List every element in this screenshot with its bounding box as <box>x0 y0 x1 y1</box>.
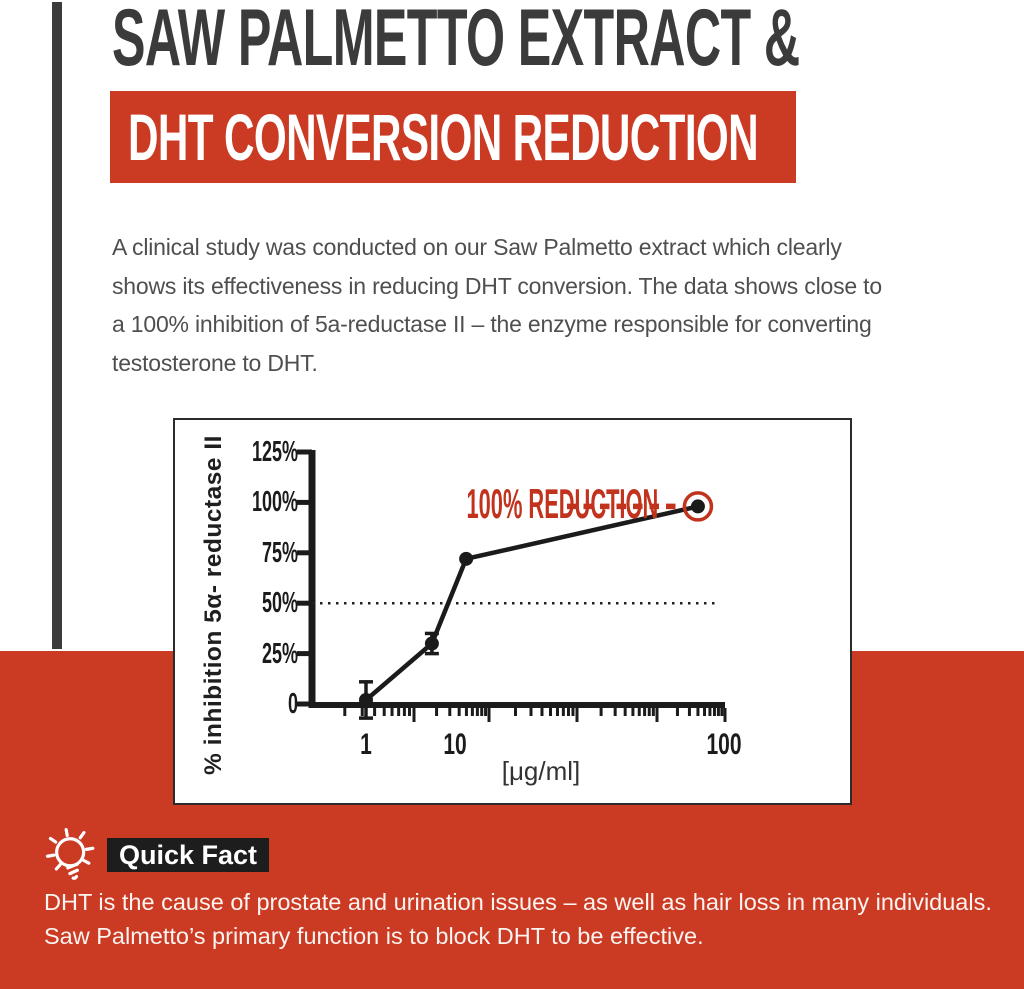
title-banner-text: DHT CONVERSION REDUCTION <box>128 100 759 174</box>
chart-annotation: 100% REDUCTION <box>466 480 659 527</box>
title-banner: DHT CONVERSION REDUCTION <box>110 91 796 183</box>
quick-fact-line: DHT is the cause of prostate and urinati… <box>44 889 992 915</box>
left-accent-bar <box>52 2 62 649</box>
intro-line: shows its effectiveness in reducing DHT … <box>112 272 882 299</box>
intro-paragraph: A clinical study was conducted on our Sa… <box>112 228 882 382</box>
quick-fact-badge: Quick Fact <box>107 838 270 872</box>
page-title: SAW PALMETTO EXTRACT & <box>112 0 1024 85</box>
x-axis-title: [μg/ml] <box>501 756 581 786</box>
quick-fact-line: Saw Palmetto’s primary function is to bl… <box>44 923 704 949</box>
y-axis-title: % inhibition 5α- reductase II <box>200 435 227 775</box>
intro-line: A clinical study was conducted on our Sa… <box>112 234 842 260</box>
page-title-text: SAW PALMETTO EXTRACT & <box>112 0 800 83</box>
lightbulb-icon <box>45 827 95 880</box>
quick-fact-label: Quick Fact <box>119 839 258 870</box>
chart-panel: % inhibition 5α- reductase II 0 25% 50% 75%… <box>173 418 852 805</box>
chart-plot-svg <box>297 449 727 722</box>
intro-line: testosterone to DHT. <box>112 349 318 376</box>
intro-line: a 100% inhibition of 5a-reductase II – t… <box>112 311 872 337</box>
